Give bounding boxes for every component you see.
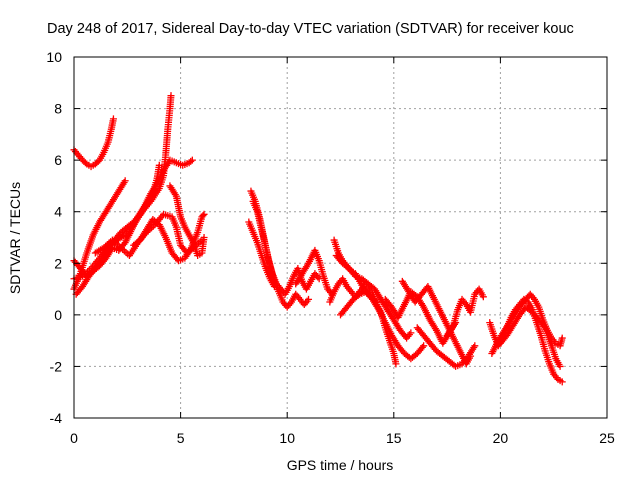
data-point bbox=[471, 342, 479, 350]
data-point bbox=[200, 234, 208, 241]
axis-ticks: 0 5 10 15 20 25 -4 -2 0 2 4 6 8 10 bbox=[46, 49, 615, 446]
data-point bbox=[556, 362, 564, 370]
data-point bbox=[167, 92, 175, 100]
data-point bbox=[109, 115, 117, 123]
series-track-19 bbox=[413, 324, 479, 370]
x-tick-label: 0 bbox=[70, 430, 78, 446]
data-point bbox=[420, 342, 428, 350]
series-track-12 bbox=[292, 246, 336, 298]
series-track-8 bbox=[166, 182, 208, 260]
data-point bbox=[155, 161, 163, 169]
x-tick-label: 10 bbox=[279, 430, 295, 446]
series-track-7 bbox=[130, 210, 208, 265]
data-point bbox=[270, 282, 278, 290]
y-tick-label: 2 bbox=[54, 255, 62, 271]
data-point bbox=[540, 322, 548, 330]
series-track-15 bbox=[326, 275, 400, 368]
data-point bbox=[392, 360, 400, 368]
data-point bbox=[305, 295, 313, 303]
series-track-5 bbox=[72, 161, 163, 298]
data-point bbox=[200, 210, 208, 218]
series-track-16 bbox=[337, 288, 428, 363]
series-track-14 bbox=[332, 252, 415, 342]
data-point bbox=[121, 177, 129, 185]
data-point bbox=[187, 157, 195, 165]
x-tick-label: 20 bbox=[493, 430, 509, 446]
x-tick-label: 5 bbox=[177, 430, 185, 446]
y-axis-label: SDTVAR / TECUs bbox=[7, 182, 23, 294]
y-tick-label: 6 bbox=[54, 152, 62, 168]
series-track-2 bbox=[70, 177, 129, 293]
chart-title: Day 248 of 2017, Sidereal Day-to-day VTE… bbox=[47, 21, 574, 37]
y-tick-label: 4 bbox=[54, 204, 62, 220]
y-tick-label: 8 bbox=[54, 101, 62, 117]
plot-frame bbox=[73, 56, 608, 419]
data-point bbox=[558, 378, 566, 386]
grid bbox=[74, 57, 607, 418]
data-point bbox=[479, 293, 487, 301]
series-track-1 bbox=[70, 115, 117, 171]
series-track-23 bbox=[496, 303, 564, 370]
data-point bbox=[199, 212, 207, 220]
data-points bbox=[70, 92, 566, 386]
series-track-10 bbox=[249, 197, 313, 311]
series-track-11 bbox=[245, 218, 278, 290]
data-point bbox=[354, 292, 362, 300]
y-tick-label: 10 bbox=[46, 49, 62, 65]
data-point bbox=[407, 329, 415, 337]
x-tick-label: 25 bbox=[599, 430, 615, 446]
series-track-20 bbox=[443, 285, 487, 339]
data-point bbox=[188, 156, 196, 164]
x-axis-label: GPS time / hours bbox=[287, 457, 394, 473]
x-tick-label: 15 bbox=[386, 430, 402, 446]
data-point bbox=[558, 334, 566, 342]
data-point bbox=[81, 159, 89, 167]
data-point bbox=[418, 343, 426, 351]
y-tick-label: -4 bbox=[50, 410, 63, 426]
y-tick-label: -2 bbox=[50, 358, 63, 374]
y-tick-label: 0 bbox=[54, 307, 62, 323]
